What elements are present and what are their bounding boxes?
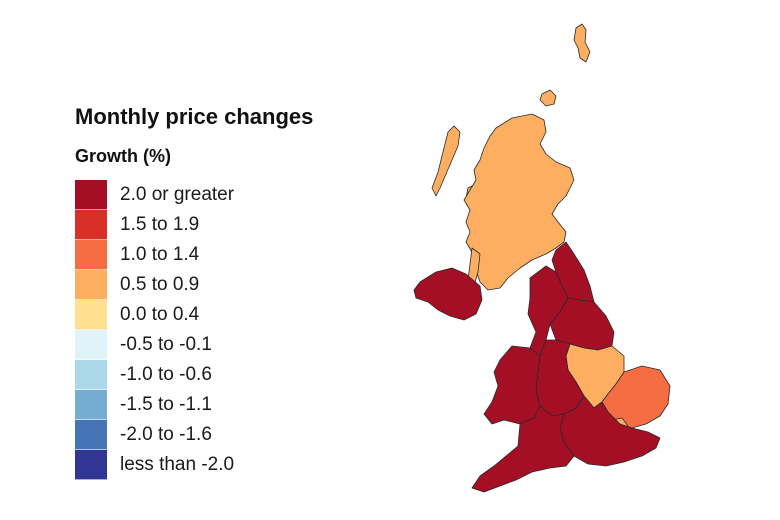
- region-wales[interactable]: [483, 345, 541, 425]
- legend-swatch: [75, 270, 107, 300]
- region-north-west[interactable]: [527, 265, 569, 357]
- legend-subtitle: Growth (%): [75, 146, 171, 166]
- legend-swatch: [75, 390, 107, 420]
- legend-item-2-0-or-greater: 2.0 or greater: [75, 180, 234, 210]
- region-scotland[interactable]: [463, 113, 575, 291]
- legend-item-0-0-to-0-4: 0.0 to 0.4: [75, 300, 234, 330]
- legend-label: 1.5 to 1.9: [120, 214, 200, 235]
- legend-item-minus-2-0-to-minus-1-6: -2.0 to -1.6: [75, 420, 234, 450]
- legend-swatch: [75, 240, 107, 270]
- legend-item-minus-1-5-to-minus-1-1: -1.5 to -1.1: [75, 390, 234, 420]
- legend-title: Monthly price changes: [75, 104, 314, 129]
- legend-label: 1.0 to 1.4: [120, 244, 200, 265]
- legend-swatch: [75, 330, 107, 360]
- legend-label: 0.0 to 0.4: [120, 304, 200, 325]
- legend-swatch: [75, 180, 107, 210]
- legend-label: -1.5 to -1.1: [120, 394, 212, 415]
- region-scotland-orkney[interactable]: [539, 89, 557, 107]
- legend: 2.0 or greater 1.5 to 1.9 1.0 to 1.4 0.5…: [75, 180, 234, 480]
- legend-swatch: [75, 360, 107, 390]
- region-south-west[interactable]: [471, 405, 575, 493]
- legend-swatch: [75, 210, 107, 240]
- region-scotland-outer-hebrides[interactable]: [431, 125, 461, 197]
- legend-swatch: [75, 300, 107, 330]
- legend-item-0-5-to-0-9: 0.5 to 0.9: [75, 270, 234, 300]
- legend-swatch: [75, 450, 107, 480]
- legend-item-less-than-minus-2-0: less than -2.0: [75, 450, 234, 480]
- legend-label: -2.0 to -1.6: [120, 424, 212, 445]
- legend-item-minus-0-5-to-minus-0-1: -0.5 to -0.1: [75, 330, 234, 360]
- region-scotland-shetland[interactable]: [573, 23, 591, 63]
- legend-label: -1.0 to -0.6: [120, 364, 212, 385]
- legend-label: less than -2.0: [120, 454, 235, 475]
- legend-label: -0.5 to -0.1: [120, 334, 212, 355]
- region-northern-ireland[interactable]: [413, 267, 483, 321]
- legend-item-1-5-to-1-9: 1.5 to 1.9: [75, 210, 234, 240]
- legend-label: 2.0 or greater: [120, 184, 235, 205]
- legend-label: 0.5 to 0.9: [120, 274, 200, 295]
- uk-region-map: [413, 23, 671, 493]
- legend-swatch: [75, 420, 107, 450]
- legend-item-minus-1-0-to-minus-0-6: -1.0 to -0.6: [75, 360, 234, 390]
- legend-item-1-0-to-1-4: 1.0 to 1.4: [75, 240, 234, 270]
